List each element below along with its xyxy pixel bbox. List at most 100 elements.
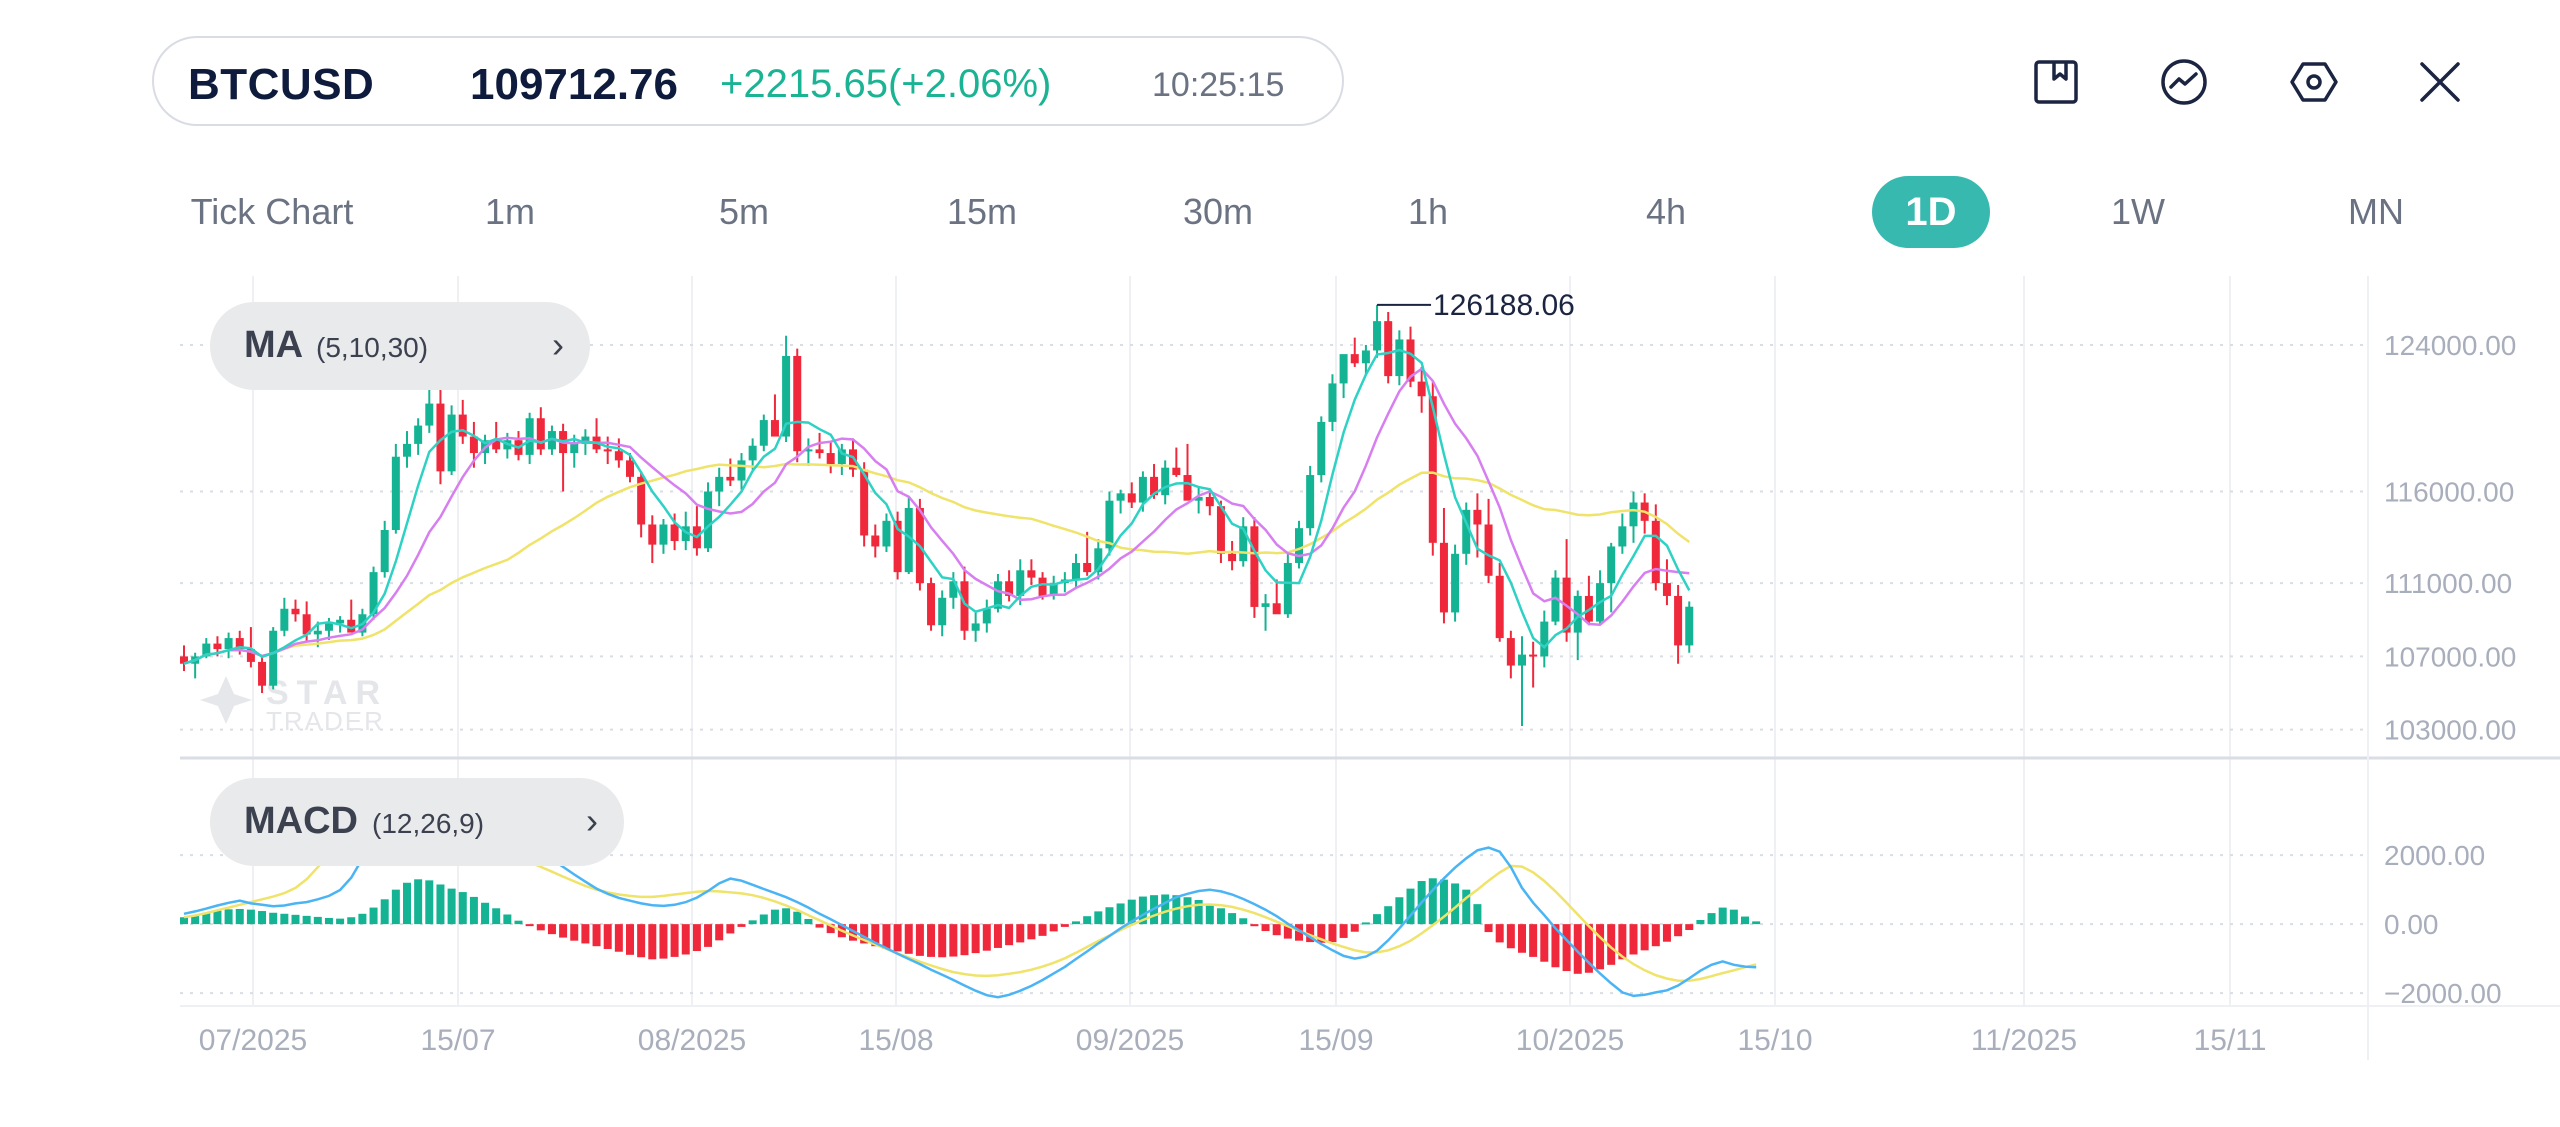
macd-bar-positive bbox=[425, 880, 434, 925]
candle-down bbox=[1473, 509, 1482, 525]
macd-bar-positive bbox=[469, 896, 478, 925]
macd-bar-positive bbox=[1205, 903, 1214, 925]
candle-down bbox=[726, 476, 735, 481]
candle-down bbox=[536, 418, 545, 450]
macd-bar-positive bbox=[403, 882, 411, 925]
tab-tick-chart[interactable]: Tick Chart bbox=[190, 191, 354, 232]
candle-down bbox=[1172, 467, 1181, 476]
candle-down bbox=[1127, 493, 1136, 503]
candle-up bbox=[425, 403, 434, 426]
macd-bar-negative bbox=[826, 924, 835, 934]
y-axis-tick-label: 124000.00 bbox=[2384, 330, 2516, 361]
candle-down bbox=[815, 449, 824, 454]
candle-up bbox=[1462, 509, 1471, 554]
macd-bar-negative bbox=[1551, 924, 1560, 968]
tab-mn[interactable]: MN bbox=[2348, 191, 2404, 232]
price-change-label: +2215.65(+2.06%) bbox=[720, 62, 1052, 106]
x-axis-tick-label: 15/09 bbox=[1298, 1024, 1373, 1057]
candle-down bbox=[1406, 339, 1415, 382]
macd-bar-positive bbox=[1473, 904, 1482, 925]
candle-up bbox=[280, 608, 289, 631]
tab-1w[interactable]: 1W bbox=[2111, 191, 2165, 232]
macd-bar-negative bbox=[614, 924, 623, 952]
candle-up bbox=[525, 418, 534, 455]
macd-bar-negative bbox=[1573, 924, 1582, 974]
macd-bar-negative bbox=[1629, 924, 1638, 955]
candle-up bbox=[380, 529, 389, 573]
candle-down bbox=[291, 608, 300, 615]
candle-up bbox=[949, 581, 958, 598]
candle-down bbox=[492, 440, 501, 450]
macd-bar-negative bbox=[659, 924, 668, 959]
macd-bar-negative bbox=[1685, 924, 1694, 930]
macd-bar-negative bbox=[670, 924, 679, 957]
macd-bar-negative bbox=[726, 924, 735, 934]
candle-up bbox=[414, 425, 423, 444]
tab-1h[interactable]: 1h bbox=[1407, 191, 1449, 232]
candle-down bbox=[1484, 524, 1493, 576]
candle-down bbox=[1428, 396, 1437, 543]
macd-bar-positive bbox=[793, 911, 802, 925]
candle-down bbox=[1417, 381, 1426, 397]
candle-up bbox=[1072, 562, 1080, 580]
macd-bar-negative bbox=[648, 924, 657, 960]
macd-indicator-params: (12,26,9) bbox=[372, 808, 485, 839]
settings-icon[interactable] bbox=[2284, 52, 2344, 112]
macd-bar-positive bbox=[492, 908, 501, 925]
tab-1d[interactable]: 1D bbox=[1872, 176, 1990, 248]
bookmark-icon[interactable] bbox=[2026, 52, 2086, 112]
candle-down bbox=[1674, 595, 1683, 646]
macd-bar-negative bbox=[882, 924, 891, 949]
candle-up bbox=[1261, 603, 1270, 607]
macd-bar-negative bbox=[971, 924, 980, 954]
macd-bar-negative bbox=[1674, 924, 1683, 937]
candle-up bbox=[1295, 528, 1303, 563]
ma-indicator-button[interactable]: MA (5,10,30) › bbox=[210, 302, 590, 390]
macd-bar-positive bbox=[1752, 921, 1761, 925]
macd-y-tick-label: 2000.00 bbox=[2384, 840, 2485, 871]
candle-up bbox=[1540, 621, 1549, 657]
tab-5m[interactable]: 5m bbox=[718, 191, 769, 232]
y-axis-tick-label: 111000.00 bbox=[2384, 568, 2512, 599]
macd-bar-positive bbox=[1439, 879, 1448, 925]
tab-1m[interactable]: 1m bbox=[484, 191, 535, 232]
tab-4h[interactable]: 4h bbox=[1645, 191, 1687, 232]
macd-bar-negative bbox=[1049, 924, 1058, 932]
candle-up bbox=[681, 526, 690, 541]
macd-bar-positive bbox=[358, 913, 367, 925]
macd-bar-positive bbox=[269, 912, 278, 925]
tab-30m[interactable]: 30m bbox=[1182, 191, 1254, 232]
candle-up bbox=[1685, 606, 1694, 646]
candle-up bbox=[938, 597, 947, 626]
candle-down bbox=[849, 449, 857, 470]
candle-down bbox=[603, 449, 612, 452]
candle-up bbox=[782, 355, 791, 437]
candle-up bbox=[737, 460, 746, 481]
candle-down bbox=[258, 661, 267, 686]
macd-bar-positive bbox=[313, 916, 322, 925]
candle-up bbox=[336, 619, 345, 624]
macd-indicator-button[interactable]: MACD (12,26,9) › bbox=[210, 778, 624, 866]
candle-up bbox=[313, 630, 322, 635]
candle-down bbox=[793, 355, 802, 452]
candle-down bbox=[213, 643, 222, 650]
macd-bar-positive bbox=[291, 914, 300, 925]
macd-bar-positive bbox=[770, 909, 779, 925]
macd-bar-positive bbox=[391, 889, 400, 925]
candle-down bbox=[670, 524, 679, 541]
star-icon bbox=[200, 676, 252, 724]
x-axis-tick-label: 09/2025 bbox=[1076, 1024, 1184, 1057]
candle-down bbox=[871, 535, 880, 547]
macd-bar-negative bbox=[1484, 924, 1493, 933]
close-icon[interactable] bbox=[2410, 52, 2470, 112]
indicator-icon[interactable] bbox=[2154, 52, 2214, 112]
macd-bar-positive bbox=[1451, 883, 1460, 925]
candle-up bbox=[1451, 553, 1460, 613]
tab-15m[interactable]: 15m bbox=[946, 191, 1018, 232]
macd-bar-positive bbox=[1183, 897, 1192, 925]
candle-down bbox=[1272, 603, 1281, 615]
candle-up bbox=[1607, 546, 1616, 584]
macd-bar-positive bbox=[235, 908, 244, 925]
